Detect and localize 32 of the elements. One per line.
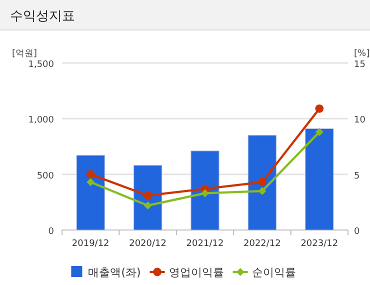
x-tick-label: 2019/12: [72, 239, 110, 249]
point: [144, 202, 152, 210]
point: [86, 178, 95, 186]
title: 수익성지표: [10, 9, 75, 24]
point: [86, 170, 95, 179]
bar: [190, 150, 220, 230]
x-tick-label: 2021/12: [186, 239, 224, 249]
bar: [248, 135, 276, 230]
y-tick-label: 1,000: [28, 116, 54, 126]
y-tick-label: 500: [36, 171, 54, 182]
ylabel: [억원]: [12, 49, 38, 59]
point: [258, 178, 266, 186]
y2label: [%]: [354, 49, 370, 59]
x-tick-label: 2022/12: [244, 239, 281, 249]
point: [315, 128, 324, 136]
bar: [76, 155, 105, 230]
y2-tick-label: 15: [354, 60, 366, 70]
x-tick-label: 2023/12: [300, 239, 338, 249]
legend-label: 영업이익률: [168, 266, 224, 279]
y2-tick-label: 5: [354, 171, 360, 182]
legend-label: 순이익률: [252, 266, 296, 279]
point: [258, 187, 266, 196]
point: [144, 191, 152, 200]
y2-tick-label: 0: [354, 227, 360, 237]
y2-tick-label: 10: [354, 116, 366, 126]
bar: [305, 128, 334, 230]
point: [201, 189, 209, 198]
y-tick-label: 0: [48, 227, 54, 237]
x-tick-label: 2020/12: [129, 239, 166, 249]
point: [315, 104, 324, 113]
y-tick-label: 1,500: [28, 60, 54, 70]
legend-label: 매출액(좌): [88, 266, 141, 279]
